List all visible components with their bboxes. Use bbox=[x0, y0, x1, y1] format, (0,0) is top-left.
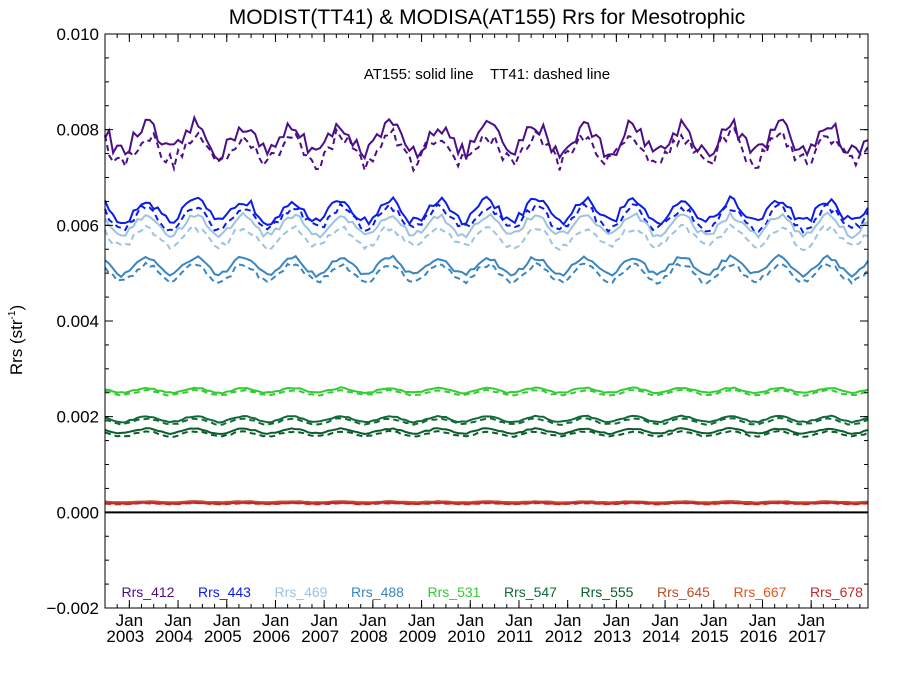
y-axis-label-close: ) bbox=[7, 305, 26, 311]
series-line-dashed-rrs_555 bbox=[104, 429, 869, 438]
x-tick-label-year: 2014 bbox=[642, 627, 680, 646]
legend-entry-rrs_412: Rrs_412 bbox=[122, 584, 175, 600]
legend-entry-rrs_645: Rrs_645 bbox=[657, 584, 710, 600]
series-line-dashed-rrs_412 bbox=[104, 126, 869, 174]
x-tick-label-month: Jan bbox=[213, 611, 240, 630]
x-tick-label-month: Jan bbox=[651, 611, 678, 630]
y-axis-label-main: Rrs (str bbox=[7, 319, 26, 375]
x-tick-label-year: 2007 bbox=[301, 627, 339, 646]
x-tick-label-year: 2008 bbox=[350, 627, 388, 646]
legend-entry-rrs_531: Rrs_531 bbox=[428, 584, 481, 600]
y-axis-label-sup: -1 bbox=[7, 310, 18, 319]
x-tick-label-month: Jan bbox=[359, 611, 386, 630]
legend-entry-rrs_469: Rrs_469 bbox=[275, 584, 328, 600]
y-tick-label: −0.002 bbox=[47, 599, 99, 618]
x-tick-label-month: Jan bbox=[164, 611, 191, 630]
series-line-solid-rrs_469 bbox=[104, 210, 869, 240]
x-tick-label-month: Jan bbox=[749, 611, 776, 630]
series-line-solid-rrs_488 bbox=[104, 253, 869, 279]
x-tick-label-year: 2016 bbox=[740, 627, 778, 646]
x-tick-label-month: Jan bbox=[310, 611, 337, 630]
x-tick-label-year: 2009 bbox=[399, 627, 437, 646]
x-tick-label-month: Jan bbox=[262, 611, 289, 630]
x-tick-label-year: 2017 bbox=[788, 627, 826, 646]
legend: Rrs_412 Rrs_443 Rrs_469 Rrs_488 Rrs_531 Rrs_5… bbox=[122, 584, 864, 600]
series-line-solid-rrs_531 bbox=[104, 386, 869, 395]
y-axis-label: Rrs (str-1) bbox=[7, 305, 26, 375]
series-line-solid-rrs_547 bbox=[104, 414, 869, 424]
series-line-solid-rrs_443 bbox=[104, 195, 869, 226]
y-tick-label: 0.008 bbox=[56, 121, 99, 140]
y-tick-label: 0.002 bbox=[56, 408, 99, 427]
x-tick-label-month: Jan bbox=[554, 611, 581, 630]
y-tick-label: 0.004 bbox=[56, 312, 99, 331]
y-tick-label: 0.006 bbox=[56, 216, 99, 235]
legend-entry-rrs_678: Rrs_678 bbox=[810, 584, 863, 600]
x-tick-label-year: 2013 bbox=[593, 627, 631, 646]
series-line-solid-rrs_678 bbox=[104, 501, 869, 505]
x-tick-label-year: 2015 bbox=[691, 627, 729, 646]
series-line-dashed-rrs_547 bbox=[104, 416, 869, 426]
x-tick-label-month: Jan bbox=[797, 611, 824, 630]
series-line-solid-rrs_555 bbox=[104, 426, 869, 436]
x-tick-label-year: 2012 bbox=[545, 627, 583, 646]
series-line-dashed-rrs_443 bbox=[104, 201, 869, 234]
y-tick-label: 0.000 bbox=[56, 503, 99, 522]
legend-entry-rrs_547: Rrs_547 bbox=[504, 584, 557, 600]
x-tick-label-month: Jan bbox=[603, 611, 630, 630]
series-line-solid-rrs_412 bbox=[104, 114, 869, 162]
x-tick-label-month: Jan bbox=[116, 611, 143, 630]
x-tick-label-month: Jan bbox=[408, 611, 435, 630]
x-tick-label-month: Jan bbox=[457, 611, 484, 630]
chart-annotation: AT155: solid line TT41: dashed line bbox=[364, 66, 610, 83]
chart-title: MODIST(TT41) & MODISA(AT155) Rrs for Mes… bbox=[229, 6, 746, 29]
x-tick-label-year: 2004 bbox=[155, 627, 193, 646]
series-line-dashed-rrs_531 bbox=[104, 388, 869, 397]
legend-entry-rrs_443: Rrs_443 bbox=[198, 584, 251, 600]
series-line-dashed-rrs_488 bbox=[104, 261, 869, 286]
x-tick-label-year: 2003 bbox=[106, 627, 144, 646]
legend-entry-rrs_667: Rrs_667 bbox=[734, 584, 787, 600]
y-tick-label: 0.010 bbox=[56, 25, 99, 44]
legend-entry-rrs_555: Rrs_555 bbox=[581, 584, 634, 600]
x-tick-label-month: Jan bbox=[700, 611, 727, 630]
axes: 0.0100.0080.0060.0040.0020.000−0.002Jan2… bbox=[47, 25, 869, 646]
legend-entry-rrs_488: Rrs_488 bbox=[351, 584, 404, 600]
plot-area bbox=[104, 114, 869, 514]
x-tick-label-month: Jan bbox=[505, 611, 532, 630]
x-tick-label-year: 2010 bbox=[447, 627, 485, 646]
series-line-dashed-rrs_469 bbox=[104, 223, 869, 252]
x-tick-label-year: 2005 bbox=[204, 627, 242, 646]
x-tick-label-year: 2011 bbox=[497, 627, 534, 646]
x-tick-label-year: 2006 bbox=[253, 627, 291, 646]
